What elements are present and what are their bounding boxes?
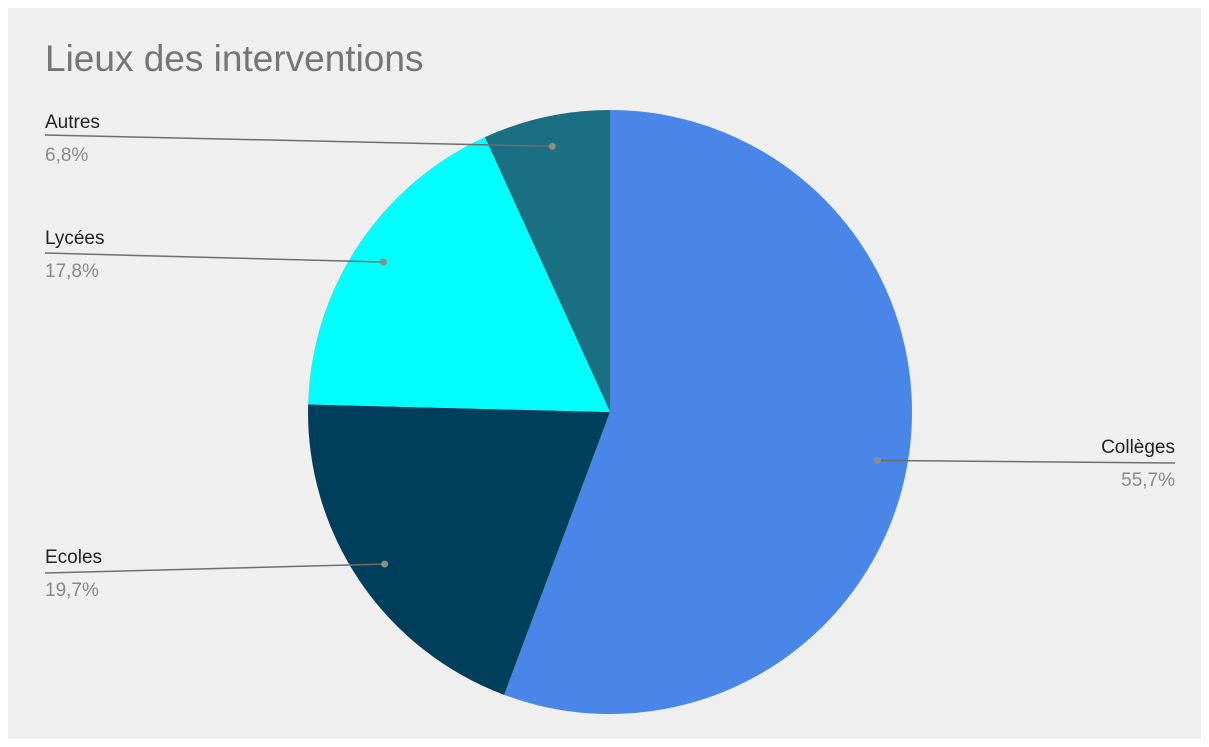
callout-dot-ecoles <box>381 560 389 568</box>
callout-line-lycees <box>44 252 384 263</box>
slice-percent-ecoles: 19,7% <box>45 580 99 601</box>
slice-percent-colleges: 55,7% <box>1121 470 1175 491</box>
callout-dot-lycees <box>379 258 387 266</box>
slice-percent-lycees: 17,8% <box>45 261 99 282</box>
chart-title: Lieux des interventions <box>45 38 424 79</box>
pie-slice-lycees <box>308 137 610 412</box>
callout-line-autres <box>44 134 553 148</box>
slice-label-colleges: Collèges <box>1101 437 1175 458</box>
slice-percent-autres: 6,8% <box>45 145 88 166</box>
callout-line-ecoles <box>44 563 385 574</box>
slice-label-lycees: Lycées <box>45 228 105 249</box>
slice-label-ecoles: Ecoles <box>45 547 102 568</box>
callout-line-colleges <box>877 459 1176 464</box>
callout-dot-colleges <box>873 456 881 464</box>
pie-slice-colleges <box>504 110 912 714</box>
slice-label-autres: Autres <box>45 112 100 133</box>
callout-dot-autres <box>548 142 556 150</box>
pie-slice-ecoles <box>307 404 610 695</box>
pie-slice-autres <box>484 110 610 412</box>
